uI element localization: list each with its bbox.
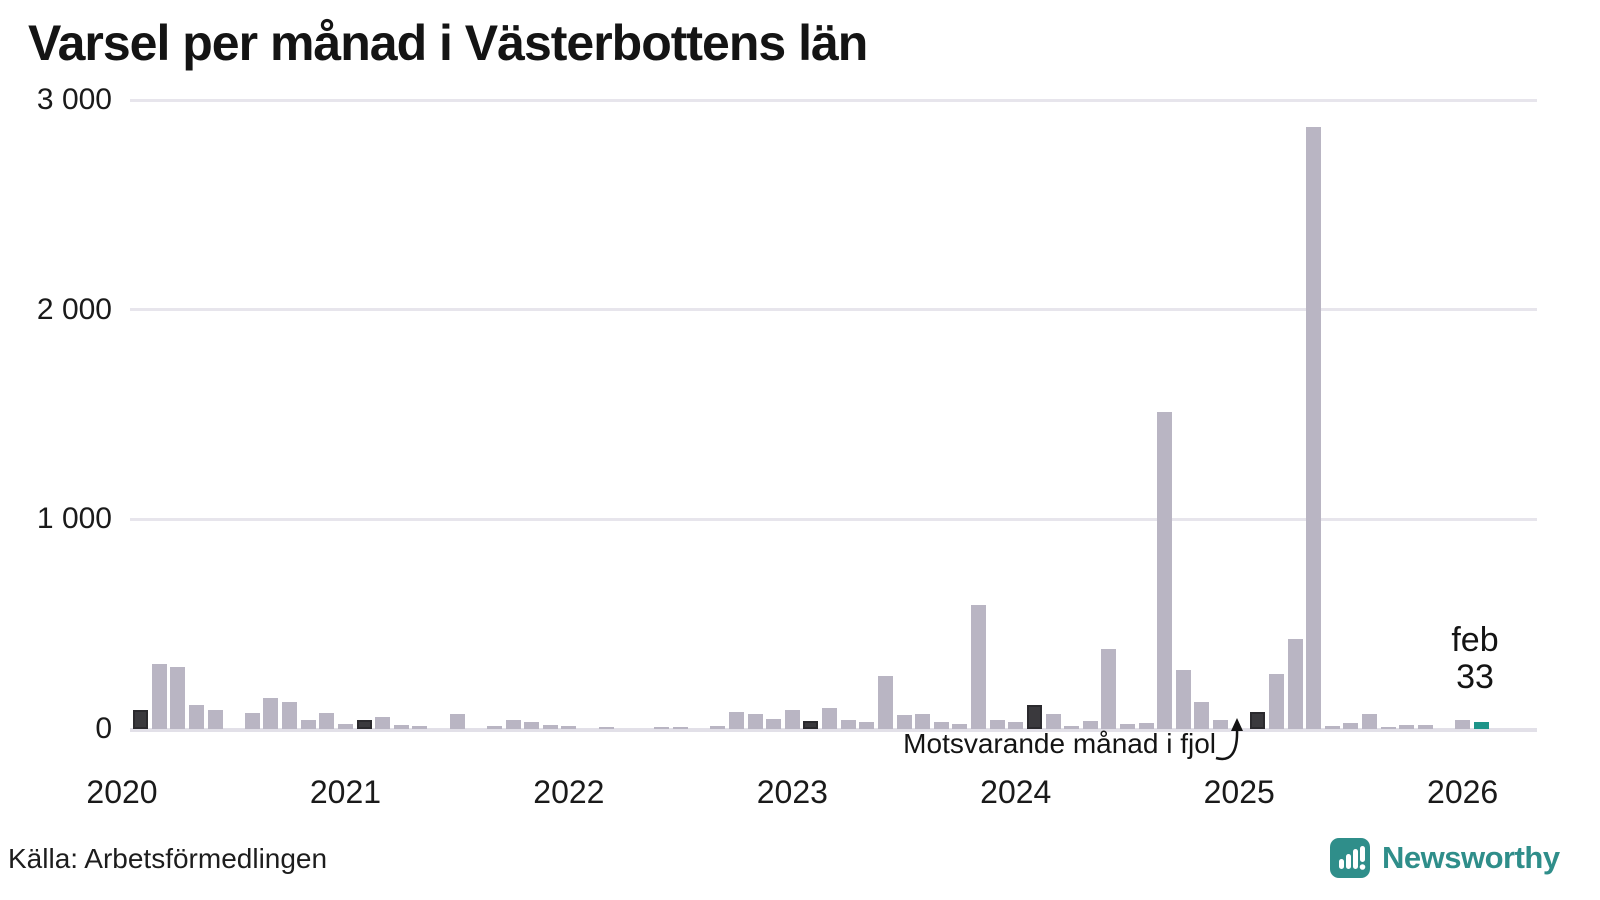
bar-mar-2025	[1268, 674, 1284, 729]
newsworthy-logo-text: Newsworthy	[1382, 840, 1560, 875]
y-axis-tick-label: 0	[95, 712, 112, 745]
bar-jan-2021	[337, 723, 353, 729]
bar-okt-2023	[952, 723, 968, 729]
bar-jul-2021	[449, 714, 465, 729]
y-axis-tick-label: 2 000	[36, 292, 112, 326]
bar-maj-2024	[1082, 720, 1098, 729]
bar-maj-2023	[859, 721, 875, 729]
x-axis-year-2025: 2025	[1203, 774, 1275, 810]
bar-mar-2024	[1045, 714, 1061, 729]
bar-nov-2022	[747, 714, 763, 729]
x-axis-year-2023: 2023	[756, 774, 828, 810]
bar-jun-2020	[207, 710, 223, 729]
bar-dec-2022	[766, 718, 782, 729]
bar-okt-2020	[282, 701, 298, 729]
bar-apr-2025	[1287, 638, 1303, 729]
chart-title: Varsel per månad i Västerbottens län	[28, 15, 868, 71]
bar-jun-2022	[654, 726, 670, 729]
bar-jan-2022	[561, 726, 577, 729]
bar-aug-2025	[1362, 714, 1378, 729]
bar-jun-2024	[1101, 649, 1117, 729]
annotation-arrow-icon	[1215, 718, 1243, 761]
bar-aug-2020	[244, 713, 260, 729]
bar-maj-2021	[412, 725, 428, 729]
bar-okt-2024	[1175, 670, 1191, 729]
gridline-y1000	[130, 517, 1537, 521]
bar-mar-2022	[598, 726, 614, 729]
bar-apr-2020	[170, 667, 186, 729]
bar-jul-2023	[896, 715, 912, 729]
bar-sep-2022	[710, 726, 726, 729]
bar-jan-2023	[784, 710, 800, 729]
bar-jun-2025	[1324, 725, 1340, 729]
bar-aug-2024	[1138, 722, 1154, 729]
bar-jul-2022	[673, 726, 689, 729]
newsworthy-logo[interactable]: Newsworthy	[1330, 838, 1560, 878]
bar-okt-2021	[505, 719, 521, 729]
bar-jan-2024	[1008, 721, 1024, 729]
bar-okt-2025	[1399, 724, 1415, 729]
bar-sep-2020	[263, 697, 279, 729]
x-axis-year-2020: 2020	[86, 774, 158, 810]
bar-feb-2026	[1473, 722, 1489, 729]
bar-okt-2022	[728, 712, 744, 729]
bar-mar-2021	[375, 717, 391, 729]
bar-jan-2026	[1455, 719, 1471, 729]
bar-dec-2020	[319, 713, 335, 729]
bar-dec-2024	[1213, 719, 1229, 729]
gridline-y0	[130, 727, 1537, 732]
bar-dec-2021	[542, 724, 558, 729]
bar-apr-2023	[840, 720, 856, 729]
x-axis-year-2026: 2026	[1427, 774, 1499, 810]
bar-nov-2025	[1417, 724, 1433, 729]
x-axis-year-2021: 2021	[309, 774, 382, 810]
bar-maj-2025	[1306, 127, 1322, 729]
bar-nov-2023	[971, 605, 987, 729]
bar-jun-2023	[877, 675, 893, 729]
bar-sep-2021	[486, 726, 502, 729]
bar-feb-2021	[356, 719, 372, 729]
bar-nov-2021	[524, 721, 540, 729]
current-month-name: feb	[1451, 621, 1499, 659]
bar-jul-2024	[1119, 723, 1135, 729]
gridline-y2000	[130, 308, 1537, 312]
bar-feb-2024	[1026, 704, 1042, 729]
bar-apr-2024	[1064, 726, 1080, 729]
gridline-y3000	[130, 98, 1537, 102]
y-axis-tick-label: 3 000	[36, 83, 112, 116]
x-axis-year-2024: 2024	[980, 774, 1052, 810]
bar-maj-2020	[188, 704, 204, 729]
bar-feb-2020	[133, 710, 149, 729]
bar-sep-2025	[1380, 726, 1396, 729]
bar-aug-2023	[915, 714, 931, 729]
bar-nov-2020	[300, 719, 316, 729]
current-month-value: 33	[1456, 658, 1494, 696]
bar-feb-2025	[1250, 712, 1266, 729]
bar-apr-2021	[393, 724, 409, 729]
bar-nov-2024	[1194, 701, 1210, 729]
bar-jul-2025	[1343, 722, 1359, 729]
newsworthy-logo-icon	[1330, 838, 1370, 878]
bar-mar-2023	[822, 708, 838, 729]
source-note: Källa: Arbetsförmedlingen	[8, 843, 328, 874]
bar-feb-2023	[803, 720, 819, 729]
bar-mar-2020	[151, 664, 167, 729]
bar-dec-2023	[989, 719, 1005, 729]
x-axis-year-2022: 2022	[533, 774, 605, 810]
current-month-label: feb 33	[1415, 622, 1535, 696]
compare-annotation-label: Motsvarande månad i fjol	[903, 728, 1216, 759]
bar-sep-2023	[933, 721, 949, 729]
y-axis-tick-label: 1 000	[36, 502, 112, 536]
bar-sep-2024	[1157, 412, 1173, 729]
